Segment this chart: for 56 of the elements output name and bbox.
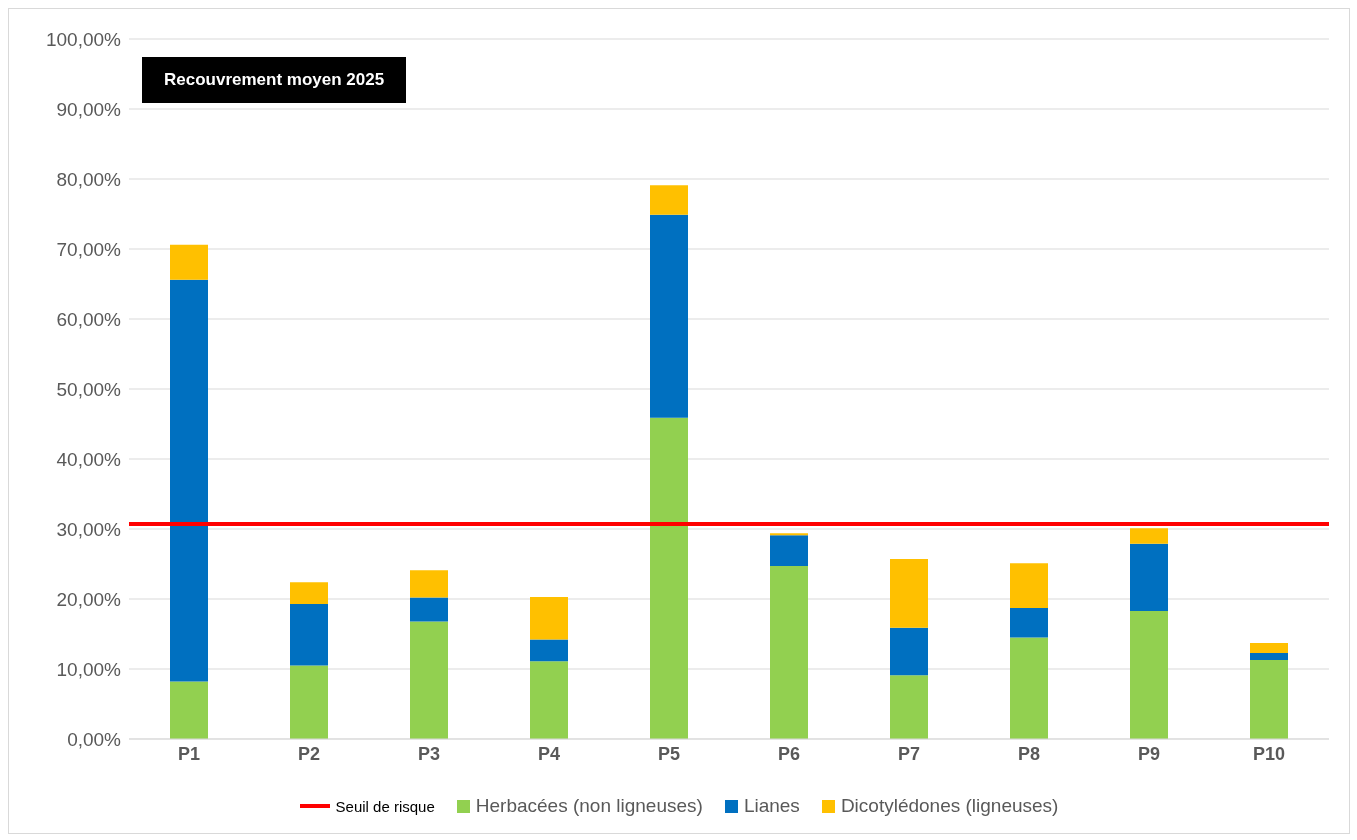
- y-tick-label: 90,00%: [56, 98, 122, 120]
- x-tick-label: P7: [897, 743, 921, 764]
- x-tick-label: P8: [1017, 743, 1041, 764]
- bar: [170, 279, 208, 682]
- y-tick-label: 30,00%: [56, 518, 122, 540]
- bar: [290, 603, 328, 666]
- y-tick-label: 80,00%: [56, 168, 122, 190]
- bar: [1130, 610, 1168, 739]
- bar: [770, 533, 808, 536]
- bar: [890, 675, 928, 739]
- bar: [770, 566, 808, 739]
- y-tick-label: 100,00%: [45, 28, 122, 50]
- bar: [530, 661, 568, 739]
- text: Recouvrement moyen 2025: [142, 57, 407, 103]
- x-tick-label: P5: [657, 743, 681, 764]
- x-tick-label: P2: [297, 743, 321, 764]
- y-tick-label: 60,00%: [56, 308, 122, 330]
- legend-label: Herbacées (non ligneuses): [475, 795, 703, 817]
- y-tick-label: 70,00%: [56, 238, 122, 260]
- bar: [410, 570, 448, 598]
- bar: [410, 621, 448, 739]
- bar: [170, 244, 208, 280]
- legend-label: Dicotylédones (ligneuses): [840, 795, 1059, 817]
- y-tick-label: 50,00%: [56, 378, 122, 400]
- bar: [290, 665, 328, 739]
- bar: [1010, 608, 1048, 638]
- bar: [890, 559, 928, 628]
- y-tick-label: 0,00%: [67, 728, 122, 750]
- legend-label: Seuil de risque: [335, 797, 435, 815]
- x-tick-label: P6: [777, 743, 801, 764]
- bar: [890, 627, 928, 676]
- bar: [650, 417, 688, 739]
- bar: [170, 681, 208, 739]
- bar: [1130, 543, 1168, 611]
- x-tick-label: P1: [177, 743, 201, 764]
- x-tick-label: P10: [1252, 743, 1286, 764]
- legend-label: Lianes: [743, 795, 800, 817]
- bar: [530, 639, 568, 662]
- y-tick-label: 20,00%: [56, 588, 122, 610]
- bar: [650, 185, 688, 215]
- bar: [770, 535, 808, 567]
- y-tick-label: 10,00%: [56, 658, 122, 680]
- bar: [290, 582, 328, 604]
- x-tick-label: P9: [1137, 743, 1161, 764]
- x-tick-label: P4: [537, 743, 561, 764]
- bar: [1010, 563, 1048, 609]
- x-tick-label: P3: [417, 743, 441, 764]
- bar: [1250, 643, 1288, 653]
- bar: [1010, 637, 1048, 739]
- bar: [1130, 528, 1168, 544]
- bar: [1250, 652, 1288, 660]
- bar: [410, 597, 448, 622]
- y-tick-label: 40,00%: [56, 448, 122, 470]
- bar: [1250, 659, 1288, 739]
- bar: [530, 596, 568, 640]
- bar: [650, 214, 688, 418]
